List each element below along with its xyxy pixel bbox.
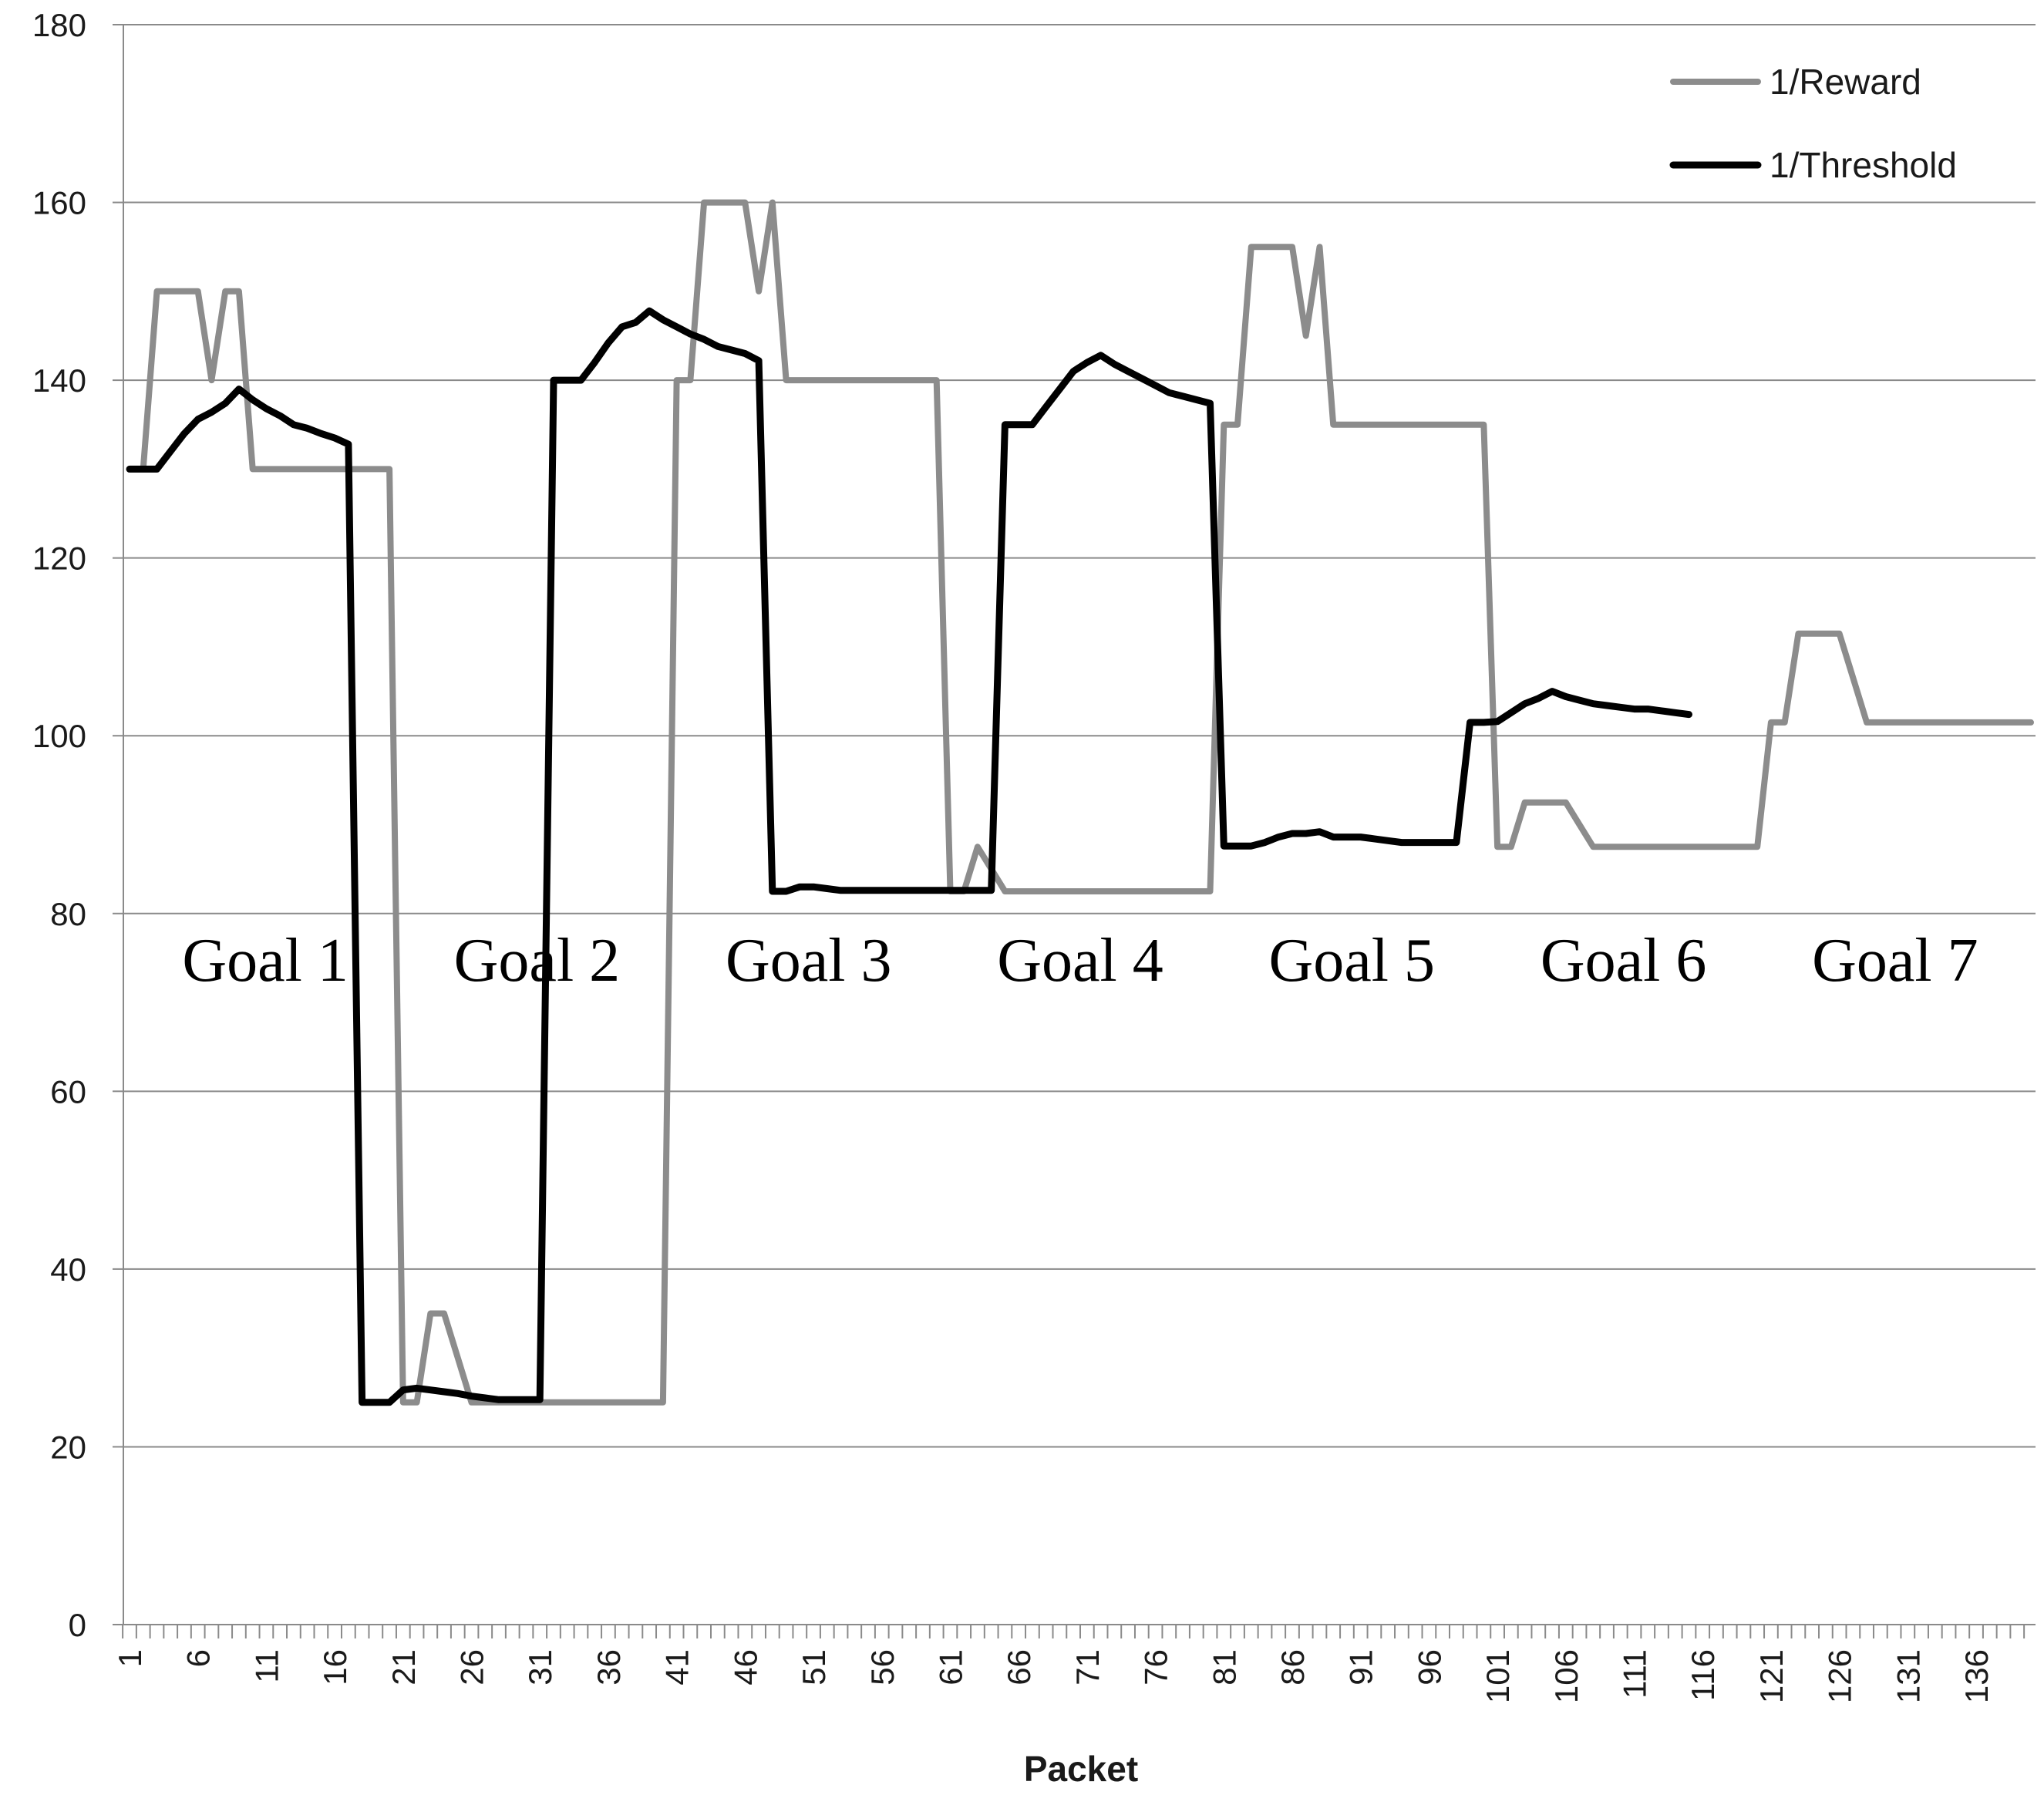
x-tick-label: 91 <box>1343 1649 1379 1686</box>
x-tick-label: 51 <box>796 1649 832 1686</box>
y-tick-label: 40 <box>50 1251 86 1288</box>
x-tick-label: 86 <box>1275 1649 1311 1686</box>
axes <box>113 24 2036 1638</box>
x-tick-label: 96 <box>1411 1649 1447 1686</box>
x-tick-label: 121 <box>1753 1649 1790 1703</box>
y-tick-label: 20 <box>50 1429 86 1465</box>
goal-label: Goal 3 <box>726 927 892 995</box>
y-tick-label: 60 <box>50 1073 86 1110</box>
x-tick-label: 71 <box>1069 1649 1106 1686</box>
goal-label: Goal 7 <box>1812 927 1978 995</box>
goal-label: Goal 4 <box>997 927 1163 995</box>
x-tick-label: 21 <box>386 1649 422 1686</box>
x-tick-label: 106 <box>1548 1649 1584 1703</box>
x-tick-label: 61 <box>932 1649 968 1686</box>
x-tick-label: 136 <box>1958 1649 1995 1703</box>
x-tick-label: 131 <box>1890 1649 1926 1703</box>
goal-annotations: Goal 1 Goal 2 Goal 3 Goal 4 Goal 5 Goal 6 Goal… <box>182 927 1978 995</box>
x-tick-label: 26 <box>454 1649 490 1686</box>
y-tick-label: 100 <box>32 718 86 754</box>
y-tick-label: 140 <box>32 362 86 399</box>
series-line-2 <box>126 307 1692 1406</box>
x-tick-label: 36 <box>591 1649 627 1686</box>
x-tick-label: 76 <box>1138 1649 1174 1686</box>
x-tick-label: 66 <box>1001 1649 1037 1686</box>
goal-label: Goal 1 <box>182 927 349 995</box>
x-tick-label: 41 <box>659 1649 695 1686</box>
x-tick-label: 31 <box>522 1649 558 1686</box>
x-tick-label: 116 <box>1685 1649 1721 1701</box>
x-tick-label: 1 <box>112 1649 148 1667</box>
y-tick-label: 80 <box>50 896 86 932</box>
x-tick-label: 126 <box>1822 1649 1858 1703</box>
grid <box>123 24 2036 1448</box>
goal-label: Goal 2 <box>454 927 621 995</box>
x-axis-ticks: 1 6 11 16 21 26 31 36 41 46 51 56 61 66 71 76 81 86 91 96 10… <box>112 1649 1995 1703</box>
legend: 1/Reward 1/Threshold <box>1669 62 1957 185</box>
series-line-1 <box>126 199 2034 1406</box>
y-tick-label: 120 <box>32 541 86 577</box>
x-tick-label: 81 <box>1206 1649 1242 1686</box>
y-tick-label: 0 <box>69 1607 86 1643</box>
x-tick-label: 46 <box>727 1649 763 1686</box>
x-axis-title: Packet <box>1024 1749 1138 1789</box>
x-tick-label: 56 <box>864 1649 901 1686</box>
y-tick-label: 160 <box>32 185 86 221</box>
goal-label: Goal 5 <box>1269 927 1436 995</box>
y-tick-label: 180 <box>32 7 86 43</box>
y-axis-ticks: 0 20 40 60 80 100 120 140 160 180 <box>32 7 86 1643</box>
x-tick-label: 111 <box>1617 1649 1653 1699</box>
x-tick-label: 6 <box>180 1649 217 1667</box>
legend-label: 1/Reward <box>1770 62 1921 102</box>
series <box>126 199 2034 1406</box>
legend-label: 1/Threshold <box>1770 145 1957 185</box>
goal-label: Goal 6 <box>1541 927 1707 995</box>
x-tick-label: 101 <box>1480 1649 1516 1703</box>
x-tick-label: 11 <box>248 1649 285 1683</box>
x-tick-label: 16 <box>317 1649 353 1686</box>
